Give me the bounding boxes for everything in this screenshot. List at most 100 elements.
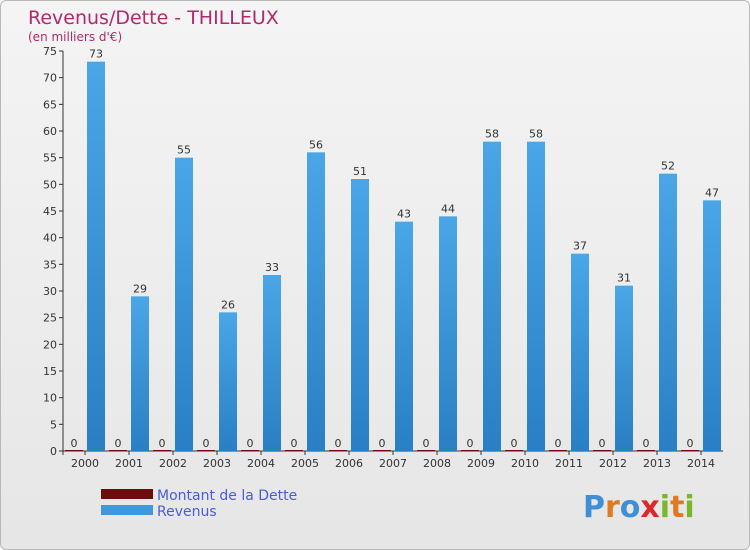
bar-debt [637,450,655,451]
y-tick-label: 20 [43,338,57,351]
bar-debt-label: 0 [71,437,78,450]
bar-revenus [483,141,501,451]
bar-revenus-label: 26 [221,298,235,311]
x-tick-label: 2006 [335,457,363,470]
bar-revenus-label: 37 [573,240,587,253]
x-tick-label: 2014 [687,457,715,470]
bar-debt-label: 0 [203,437,210,450]
bar-revenus-label: 55 [177,144,191,157]
x-tick-label: 2012 [599,457,627,470]
bar-revenus [439,216,457,451]
y-tick-label: 65 [43,98,57,111]
x-tick-label: 2011 [555,457,583,470]
bar-debt [593,450,611,451]
bar-debt-label: 0 [159,437,166,450]
bar-debt-label: 0 [511,437,518,450]
bar-debt [241,450,259,451]
bar-revenus-label: 31 [617,272,631,285]
legend-debt-swatch [101,489,153,499]
bar-revenus [703,200,721,451]
bar-revenus [527,141,545,451]
bar-revenus [175,157,193,451]
bar-debt [153,450,171,451]
bar-revenus [131,296,149,451]
x-tick-label: 2005 [291,457,319,470]
bar-debt-label: 0 [247,437,254,450]
x-tick-label: 2009 [467,457,495,470]
bar-revenus-label: 56 [309,138,323,151]
y-tick-label: 40 [43,232,57,245]
bar-revenus [615,285,633,451]
bar-revenus-label: 29 [133,282,147,295]
x-tick-label: 2000 [71,457,99,470]
y-tick-label: 75 [43,45,57,58]
bar-debt [681,450,699,451]
bar-debt [373,450,391,451]
y-tick-label: 60 [43,125,57,138]
bar-debt [329,450,347,451]
bar-debt-label: 0 [687,437,694,450]
y-tick-label: 45 [43,205,57,218]
y-tick-label: 50 [43,178,57,191]
y-tick-label: 35 [43,258,57,271]
y-tick-label: 0 [50,445,57,458]
bar-debt-label: 0 [467,437,474,450]
bar-debt [549,450,567,451]
bar-revenus [263,275,281,451]
y-tick-label: 70 [43,72,57,85]
bar-debt [461,450,479,451]
bar-debt-label: 0 [423,437,430,450]
bar-revenus [351,179,369,451]
legend-revenus-swatch [101,505,153,515]
bar-revenus [659,173,677,451]
bar-debt-label: 0 [115,437,122,450]
x-tick-label: 2007 [379,457,407,470]
bar-debt-label: 0 [335,437,342,450]
bar-revenus [395,221,413,451]
y-tick-label: 25 [43,312,57,325]
legend-debt-label: Montant de la Dette [157,488,297,504]
chart-subtitle: (en milliers d'€) [28,30,122,44]
bar-revenus-label: 33 [265,261,279,274]
bar-revenus-label: 43 [397,208,411,221]
bar-debt [197,450,215,451]
x-tick-label: 2004 [247,457,275,470]
legend-revenus-label: Revenus [157,504,217,520]
bar-revenus-label: 73 [89,48,103,61]
y-tick-label: 30 [43,285,57,298]
bar-debt-label: 0 [599,437,606,450]
bar-debt-label: 0 [555,437,562,450]
chart-title: Revenus/Dette - THILLEUX [28,7,279,29]
x-tick-label: 2010 [511,457,539,470]
bar-revenus-label: 58 [529,128,543,141]
bar-revenus-label: 52 [661,160,675,173]
x-tick-label: 2001 [115,457,143,470]
bar-revenus [87,61,105,452]
x-tick-label: 2008 [423,457,451,470]
x-tick-label: 2002 [159,457,187,470]
y-tick-label: 55 [43,152,57,165]
bar-debt-label: 0 [291,437,298,450]
bar-debt-label: 0 [379,437,386,450]
bar-revenus [571,253,589,451]
bar-revenus-label: 58 [485,128,499,141]
bar-revenus [219,312,237,451]
bar-debt-label: 0 [643,437,650,450]
bar-debt [505,450,523,451]
bar-revenus-label: 44 [441,202,455,215]
bar-debt [65,450,83,451]
bar-debt [417,450,435,451]
bar-debt [109,450,127,451]
y-tick-label: 15 [43,365,57,378]
bar-revenus [307,152,325,452]
x-tick-label: 2003 [203,457,231,470]
bar-revenus-label: 47 [705,186,719,199]
proxiti-logo: Proxiti [583,490,695,525]
y-tick-label: 10 [43,392,57,405]
bar-debt [285,450,303,451]
bar-revenus-label: 51 [353,165,367,178]
x-tick-label: 2013 [643,457,671,470]
y-tick-label: 5 [50,418,57,431]
